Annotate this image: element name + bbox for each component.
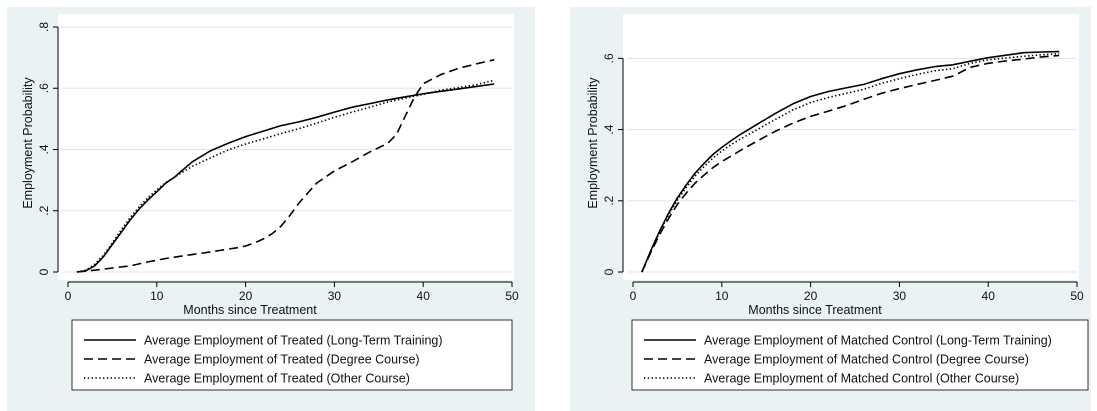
y-tick-label: .2 [602, 195, 616, 205]
series-line-3 [76, 79, 495, 273]
y-axis-label: Employment Probability [586, 77, 600, 209]
y-tick-label: .8 [37, 22, 51, 32]
x-tick-label: 50 [505, 289, 519, 303]
x-tick-label: 10 [715, 289, 729, 303]
y-tick-label: 0 [602, 268, 616, 275]
legend-label-2: Average Employment of Matched Control (D… [704, 353, 1029, 367]
plot-area [58, 14, 514, 280]
x-tick-label: 0 [65, 289, 72, 303]
series-line-1 [76, 83, 495, 273]
x-tick-label: 40 [982, 289, 996, 303]
y-tick-label: 0 [37, 268, 51, 275]
x-axis-label: Months since Treatment [748, 303, 882, 317]
x-tick-label: 30 [328, 289, 342, 303]
x-tick-label: 10 [150, 289, 164, 303]
legend-label-3: Average Employment of Matched Control (O… [704, 372, 1019, 386]
legend-label-3: Average Employment of Treated (Other Cou… [144, 372, 410, 386]
x-axis-label: Months since Treatment [183, 303, 317, 317]
y-axis-label: Employment Probability [21, 77, 35, 209]
legend-label-1: Average Employment of Matched Control (L… [704, 334, 1052, 348]
y-tick-label: .2 [37, 205, 51, 215]
chart-panel-2: 0 .2 .4 .6 0 10 20 30 40 50 Months since Treatment… [570, 7, 1091, 411]
legend-label-1: Average Employment of Treated (Long-Term… [144, 334, 443, 348]
legend: Average Employment of Matched Control (L… [631, 319, 1089, 391]
x-tick-label: 30 [893, 289, 907, 303]
series-line-2 [641, 54, 1060, 273]
legend: Average Employment of Treated (Long-Term… [71, 319, 513, 391]
x-tick-label: 0 [630, 289, 637, 303]
series-line-1 [641, 50, 1060, 273]
y-tick-label: .4 [602, 124, 616, 134]
legend-label-2: Average Employment of Treated (Degree Co… [144, 353, 420, 367]
x-tick-label: 20 [239, 289, 253, 303]
y-tick-label: .4 [37, 144, 51, 154]
y-tick-label: .6 [37, 83, 51, 93]
y-tick-label: .6 [602, 53, 616, 63]
x-tick-label: 40 [417, 289, 431, 303]
x-tick-label: 20 [804, 289, 818, 303]
chart-panel-1: 0 .2 .4 .6 .8 0 10 20 30 40 50 Months since Treatme… [7, 7, 535, 411]
series-line-2 [76, 59, 495, 273]
x-tick-label: 50 [1070, 289, 1084, 303]
legend-box [71, 319, 513, 391]
legend-box [631, 319, 1089, 391]
